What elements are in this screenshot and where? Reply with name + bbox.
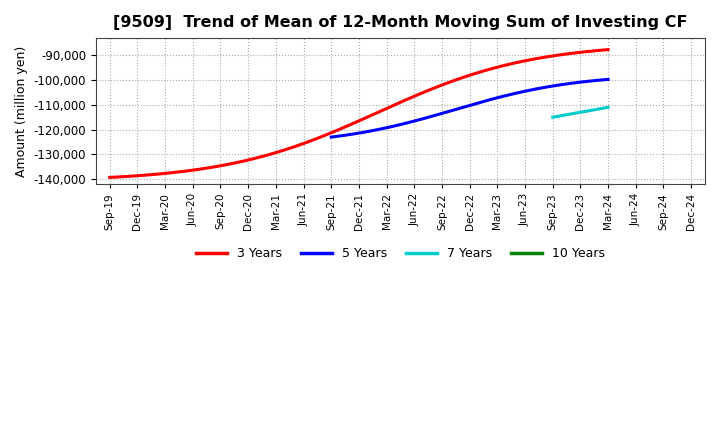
Legend: 3 Years, 5 Years, 7 Years, 10 Years: 3 Years, 5 Years, 7 Years, 10 Years: [191, 242, 611, 265]
Y-axis label: Amount (million yen): Amount (million yen): [15, 45, 28, 177]
Title: [9509]  Trend of Mean of 12-Month Moving Sum of Investing CF: [9509] Trend of Mean of 12-Month Moving …: [113, 15, 688, 30]
